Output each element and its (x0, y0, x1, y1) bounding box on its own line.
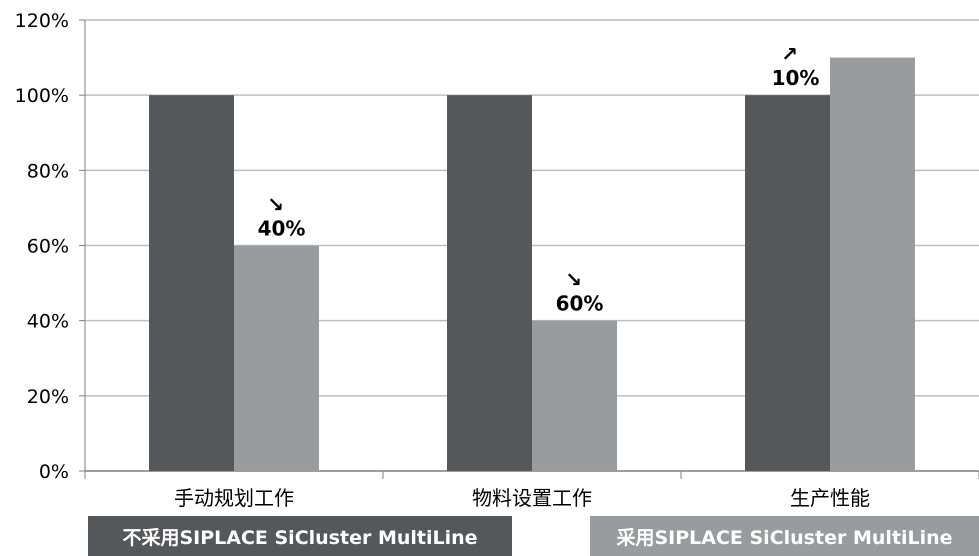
legend-entry-without-multiline: 不采用SIPLACE SiCluster MultiLine (88, 516, 512, 556)
change-annotation: 60% (556, 292, 604, 316)
bar-with-1 (532, 320, 617, 471)
bar-without-0 (149, 95, 234, 472)
x-category-label: 物料设置工作 (472, 486, 592, 510)
bar-without-2 (745, 95, 830, 472)
y-tick-label: 100% (15, 85, 69, 107)
bar-chart: 0% 20% 40% 60% 80% 100% 120% 手动规划工作 物料设置工作 生产性能 40… (15, 10, 979, 510)
change-arrow-icon: ↗ (781, 42, 798, 66)
change-annotation: 10% (772, 66, 820, 90)
legend-label-with-multiline: 采用SIPLACE SiCluster MultiLine (616, 526, 953, 549)
y-tick-label: 0% (39, 461, 69, 483)
x-category-label: 生产性能 (790, 486, 870, 510)
change-arrow-icon: ↘ (565, 268, 582, 292)
y-tick-label: 60% (27, 236, 69, 258)
x-category-label: 手动规划工作 (174, 486, 294, 510)
bar-with-2 (830, 57, 915, 471)
y-tick-label: 20% (27, 386, 69, 408)
change-annotation: 40% (258, 217, 306, 241)
y-tick-label: 120% (15, 10, 69, 32)
bar-with-0 (234, 245, 319, 471)
bar-without-1 (447, 95, 532, 472)
legend-label-without-multiline: 不采用SIPLACE SiCluster MultiLine (122, 526, 478, 549)
y-tick-label: 80% (27, 160, 69, 182)
change-arrow-icon: ↘ (267, 193, 284, 217)
legend-entry-with-multiline: 采用SIPLACE SiCluster MultiLine (590, 516, 979, 556)
y-tick-label: 40% (27, 311, 69, 333)
